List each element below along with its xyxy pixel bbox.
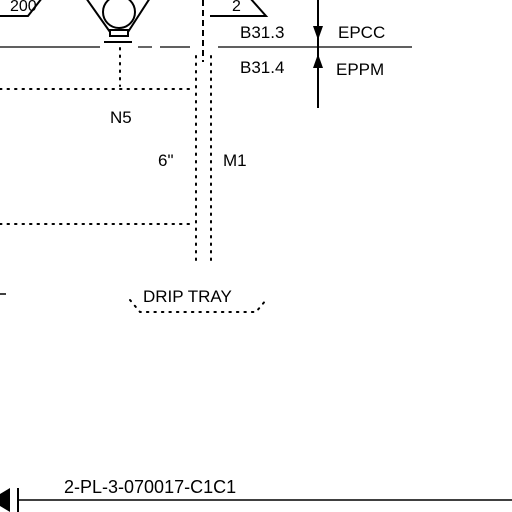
valve-icon — [0, 488, 10, 512]
hexagon-tag-label: 200 — [10, 0, 37, 15]
drip-tray: DRIP TRAY — [129, 287, 267, 313]
arrow-down-icon — [313, 26, 323, 40]
pump-outlet-line — [0, 47, 195, 90]
pump-base — [109, 29, 129, 37]
nozzle-m1-label: M1 — [223, 151, 247, 170]
spec-break — [313, 0, 323, 108]
drip-tray-label: DRIP TRAY — [143, 287, 232, 306]
pipe-size-label: 6" — [158, 151, 174, 170]
pump-symbol — [86, 0, 150, 43]
triangle-tag-label: 2 — [232, 0, 241, 15]
nozzle-n5-label: N5 — [110, 108, 132, 127]
pump-impeller-icon — [102, 0, 136, 29]
code-b314: B31.4 — [240, 58, 284, 77]
drain-lines — [0, 55, 212, 263]
code-b313: B31.3 — [240, 23, 284, 42]
hexagon-tag: 200 — [0, 0, 42, 17]
spec-epcc: EPCC — [338, 23, 385, 42]
triangle-tag: 2 — [210, 0, 269, 17]
spec-eppm: EPPM — [336, 60, 384, 79]
line-number-label: 2-PL-3-070017-C1C1 — [64, 477, 236, 497]
arrow-up-icon — [313, 54, 323, 68]
